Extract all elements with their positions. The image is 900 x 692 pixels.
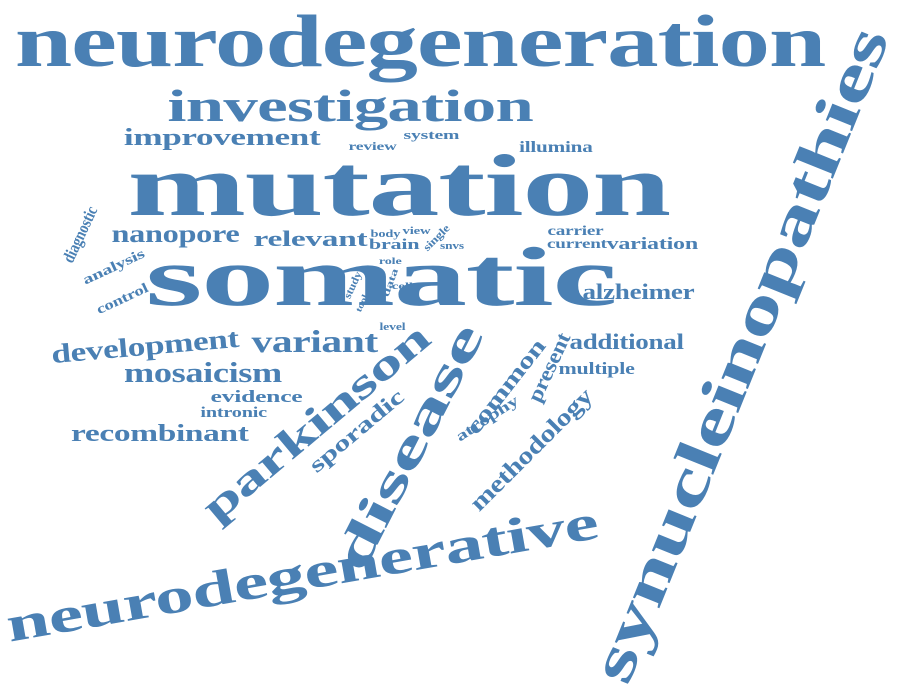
- word-review: review: [347, 139, 397, 153]
- word-cell: cell: [391, 280, 413, 291]
- word-system: system: [403, 126, 459, 142]
- word-analysis: analysis: [80, 246, 148, 289]
- word-recombinant: recombinant: [71, 421, 249, 447]
- word-brain: brain: [368, 236, 420, 253]
- word-synucleinopathies: synucleinopathies: [577, 17, 900, 692]
- word-variation: variation: [606, 233, 698, 253]
- word-role: role: [378, 255, 402, 266]
- word-variant: variant: [250, 323, 378, 359]
- word-intronic: intronic: [199, 404, 267, 421]
- word-relevant: relevant: [253, 226, 367, 251]
- word-illumina: illumina: [519, 139, 593, 156]
- word-alzheimer: alzheimer: [582, 279, 694, 304]
- word-improvement: improvement: [123, 125, 321, 151]
- word-nanopore: nanopore: [111, 220, 239, 248]
- word-investigation: investigation: [167, 80, 534, 131]
- word-neurodegeneration: neurodegeneration: [14, 1, 826, 83]
- word-control: control: [94, 281, 151, 319]
- word-additional: additional: [568, 329, 684, 354]
- word-diagnostic: diagnostic: [58, 202, 102, 266]
- word-snvs: snvs: [440, 241, 464, 252]
- word-current: current: [547, 237, 607, 252]
- word-multiple: multiple: [557, 358, 635, 378]
- word-neurodegenerative: neurodegenerative: [1, 493, 602, 653]
- word-evidence: evidence: [210, 386, 302, 406]
- word-carrier: carrier: [546, 224, 603, 239]
- word-mutation: mutation: [126, 138, 671, 235]
- word-level: level: [379, 322, 405, 333]
- word-mosaicism: mosaicism: [124, 358, 282, 389]
- word-body: body: [370, 227, 400, 240]
- word-somatic: somatic: [144, 231, 617, 324]
- word-view: view: [402, 224, 430, 237]
